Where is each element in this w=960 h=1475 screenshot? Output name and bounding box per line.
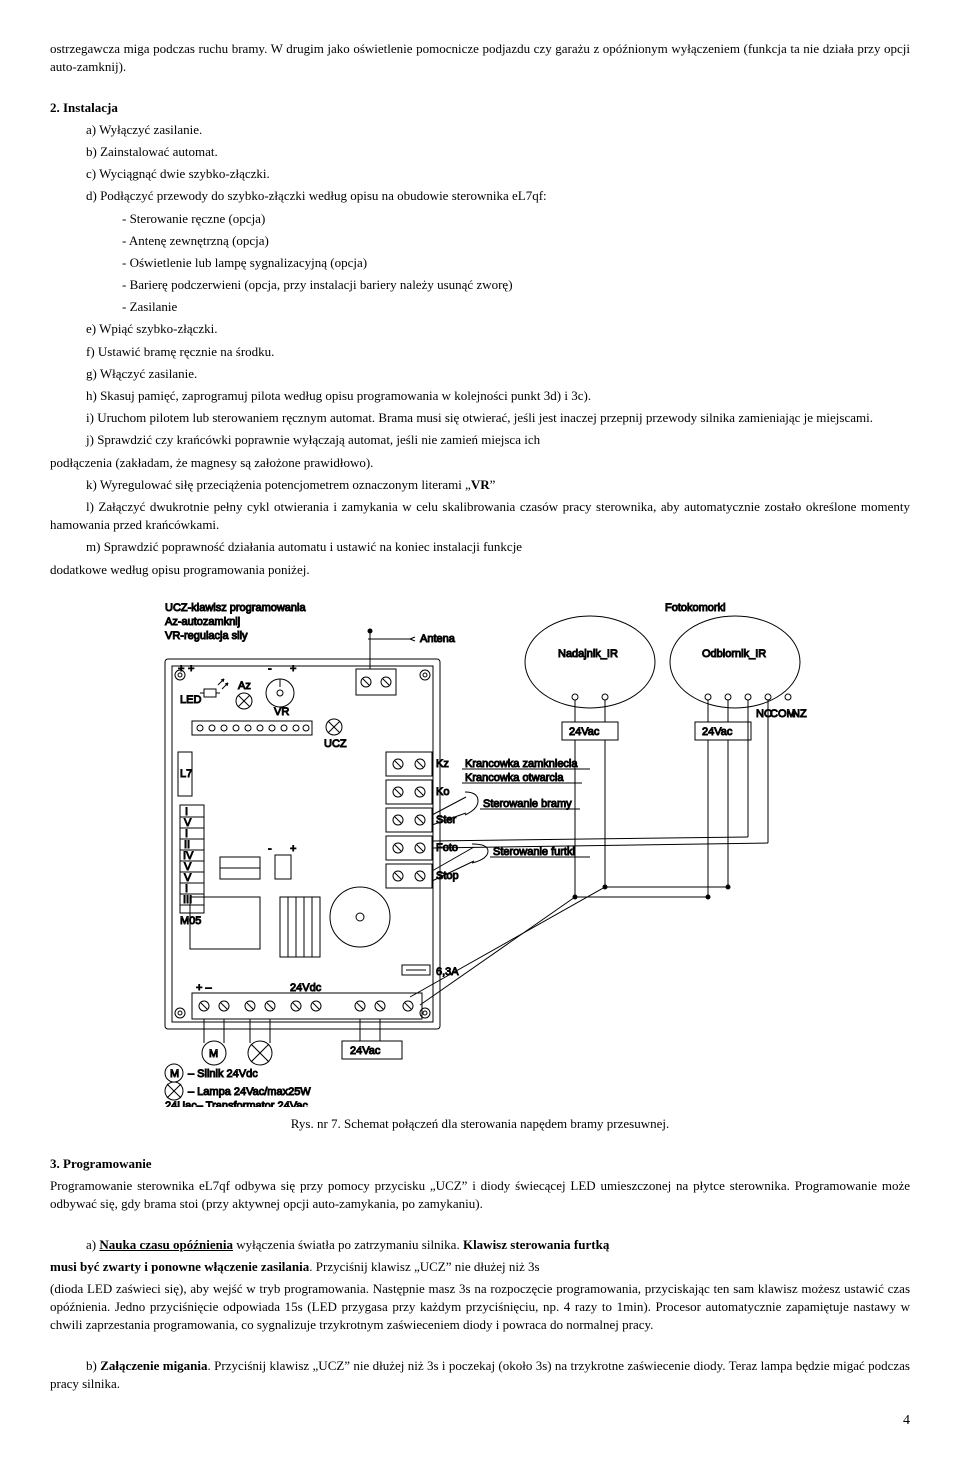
svg-text:– Lampa 24Vac/max25W: – Lampa 24Vac/max25W — [188, 1086, 311, 1098]
svg-text:24Vac: 24Vac — [350, 1045, 381, 1057]
page-number: 4 — [50, 1411, 910, 1431]
svg-text:– Silnik 24Vdc: – Silnik 24Vdc — [188, 1068, 258, 1080]
svg-text:Az-autozamknij: Az-autozamknij — [165, 616, 240, 628]
svg-text:+: + — [178, 663, 184, 675]
svg-text:Antena: Antena — [420, 633, 456, 645]
svg-text:M05: M05 — [180, 915, 201, 927]
item-2j: j) Sprawdzić czy krańcówki poprawnie wył… — [50, 431, 910, 449]
item-2b: b) Zainstalować automat. — [50, 143, 910, 161]
svg-text:M: M — [170, 1068, 179, 1080]
item-2d5: - Zasilanie — [50, 298, 910, 316]
figure-caption: Rys. nr 7. Schemat połączeń dla sterowan… — [50, 1115, 910, 1133]
svg-text:Nadajnik_IR: Nadajnik_IR — [558, 648, 618, 660]
svg-text:+: + — [290, 843, 296, 855]
item-2h: h) Skasuj pamięć, zaprogramuj pilota wed… — [50, 387, 910, 405]
section-2-title: 2. Instalacja — [50, 99, 910, 117]
svg-text:24Uac– Transformator 24Vac: 24Uac– Transformator 24Vac — [165, 1100, 308, 1107]
svg-text:Kz: Kz — [436, 758, 449, 770]
svg-text:Az: Az — [238, 680, 251, 692]
item-3a-line2: musi być zwarty i ponowne włączenie zasi… — [50, 1258, 910, 1276]
section-3-intro: Programowanie sterownika eL7qf odbywa si… — [50, 1177, 910, 1213]
svg-text:NZ: NZ — [792, 708, 807, 720]
item-2e: e) Wpiąć szybko-złączki. — [50, 320, 910, 338]
item-2m: m) Sprawdzić poprawność działania automa… — [50, 538, 910, 556]
section-3-title: 3. Programowanie — [50, 1155, 910, 1173]
svg-text:UCZ: UCZ — [324, 738, 347, 750]
item-2d: d) Podłączyć przewody do szybko-złączki … — [50, 187, 910, 205]
item-2l: l) Załączyć dwukrotnie pełny cykl otwier… — [50, 498, 910, 534]
item-2d4: - Barierę podczerwieni (opcja, przy inst… — [50, 276, 910, 294]
svg-text:24Vdc: 24Vdc — [290, 982, 322, 994]
item-2d3: - Oświetlenie lub lampę sygnalizacyjną (… — [50, 254, 910, 272]
item-2m-cont: dodatkowe według opisu programowania pon… — [50, 561, 910, 579]
svg-text:Krancowka zamkniecia: Krancowka zamkniecia — [465, 758, 578, 770]
svg-text:24Vac: 24Vac — [702, 726, 733, 738]
item-2g: g) Włączyć zasilanie. — [50, 365, 910, 383]
item-2d1: - Sterowanie ręczne (opcja) — [50, 210, 910, 228]
item-2d2: - Antenę zewnętrzną (opcja) — [50, 232, 910, 250]
svg-text:Fotokomorki: Fotokomorki — [665, 602, 726, 614]
svg-text:Sterowanie bramy: Sterowanie bramy — [483, 798, 572, 810]
item-3a-line1: a) Nauka czasu opóźnienia wyłączenia świ… — [50, 1236, 910, 1254]
svg-text:L7: L7 — [180, 768, 192, 780]
item-2j-cont: podłączenia (zakładam, że magnesy są zał… — [50, 454, 910, 472]
svg-text:III: III — [183, 894, 192, 906]
item-2k: k) Wyregulować siłę przeciążenia potencj… — [50, 476, 910, 494]
diagram-figure: UCZ-klawisz programowania Az-autozamknij… — [50, 597, 910, 1107]
svg-text:Sterowanie furtki: Sterowanie furtki — [493, 846, 575, 858]
svg-text:+ –: + – — [196, 982, 212, 994]
svg-text:+: + — [290, 663, 296, 675]
intro-paragraph: ostrzegawcza miga podczas ruchu bramy. W… — [50, 40, 910, 76]
svg-text:+: + — [188, 663, 194, 675]
svg-text:-: - — [268, 663, 272, 675]
item-3b: b) Załączenie migania. Przyciśnij klawis… — [50, 1357, 910, 1393]
svg-text:Odbiornik_IR: Odbiornik_IR — [702, 648, 766, 660]
svg-text:LED: LED — [180, 694, 201, 706]
svg-text:M: M — [209, 1048, 218, 1060]
svg-text:Stop: Stop — [436, 870, 459, 882]
svg-text:UCZ-klawisz programowania: UCZ-klawisz programowania — [165, 602, 306, 614]
item-2c: c) Wyciągnąć dwie szybko-złączki. — [50, 165, 910, 183]
svg-text:Krancowka otwarcia: Krancowka otwarcia — [465, 772, 564, 784]
svg-text:24Vac: 24Vac — [569, 726, 600, 738]
item-2a: a) Wyłączyć zasilanie. — [50, 121, 910, 139]
item-2f: f) Ustawić bramę ręcznie na środku. — [50, 343, 910, 361]
svg-text:VR: VR — [274, 706, 289, 718]
svg-text:VR-regulacja sily: VR-regulacja sily — [165, 630, 248, 642]
item-2i: i) Uruchom pilotem lub sterowaniem ręczn… — [50, 409, 910, 427]
svg-text:Ko: Ko — [436, 786, 449, 798]
item-3a-body: (dioda LED zaświeci się), aby wejść w tr… — [50, 1280, 910, 1335]
svg-text:-: - — [268, 843, 272, 855]
